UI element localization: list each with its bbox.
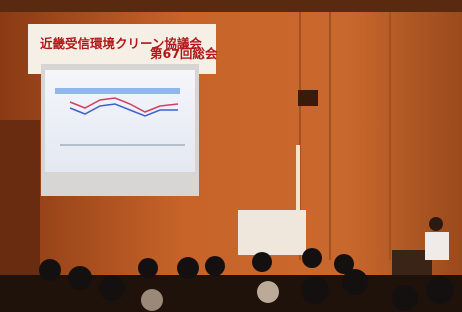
audience-head — [252, 252, 272, 272]
page: {"banner": {"title": "近畿受信環境クリーン協議会", "e… — [0, 0, 462, 312]
audience-head — [392, 285, 418, 311]
whiteboard — [238, 210, 306, 255]
screen-slide — [45, 70, 195, 172]
slide-band — [55, 88, 180, 94]
audience-head — [302, 248, 322, 268]
wall-light — [296, 145, 300, 215]
audience-head — [177, 257, 199, 279]
speaker-head — [429, 217, 443, 231]
audience-head — [68, 266, 92, 290]
audience-head — [301, 276, 329, 304]
speaker-body — [425, 232, 449, 260]
scene: 近畿受信環境クリーン協議会 第67回総会 — [0, 0, 462, 312]
ceiling — [0, 0, 462, 12]
audience-head — [141, 289, 163, 311]
banner-event: 第67回総会 — [150, 46, 218, 61]
audience-head — [99, 275, 125, 301]
audience-head — [257, 281, 279, 303]
audience-head — [426, 276, 454, 304]
audience-head — [205, 256, 225, 276]
wall-vent — [298, 90, 318, 106]
audience-head — [39, 259, 61, 281]
audience-head — [138, 258, 158, 278]
audience-head — [342, 269, 368, 295]
